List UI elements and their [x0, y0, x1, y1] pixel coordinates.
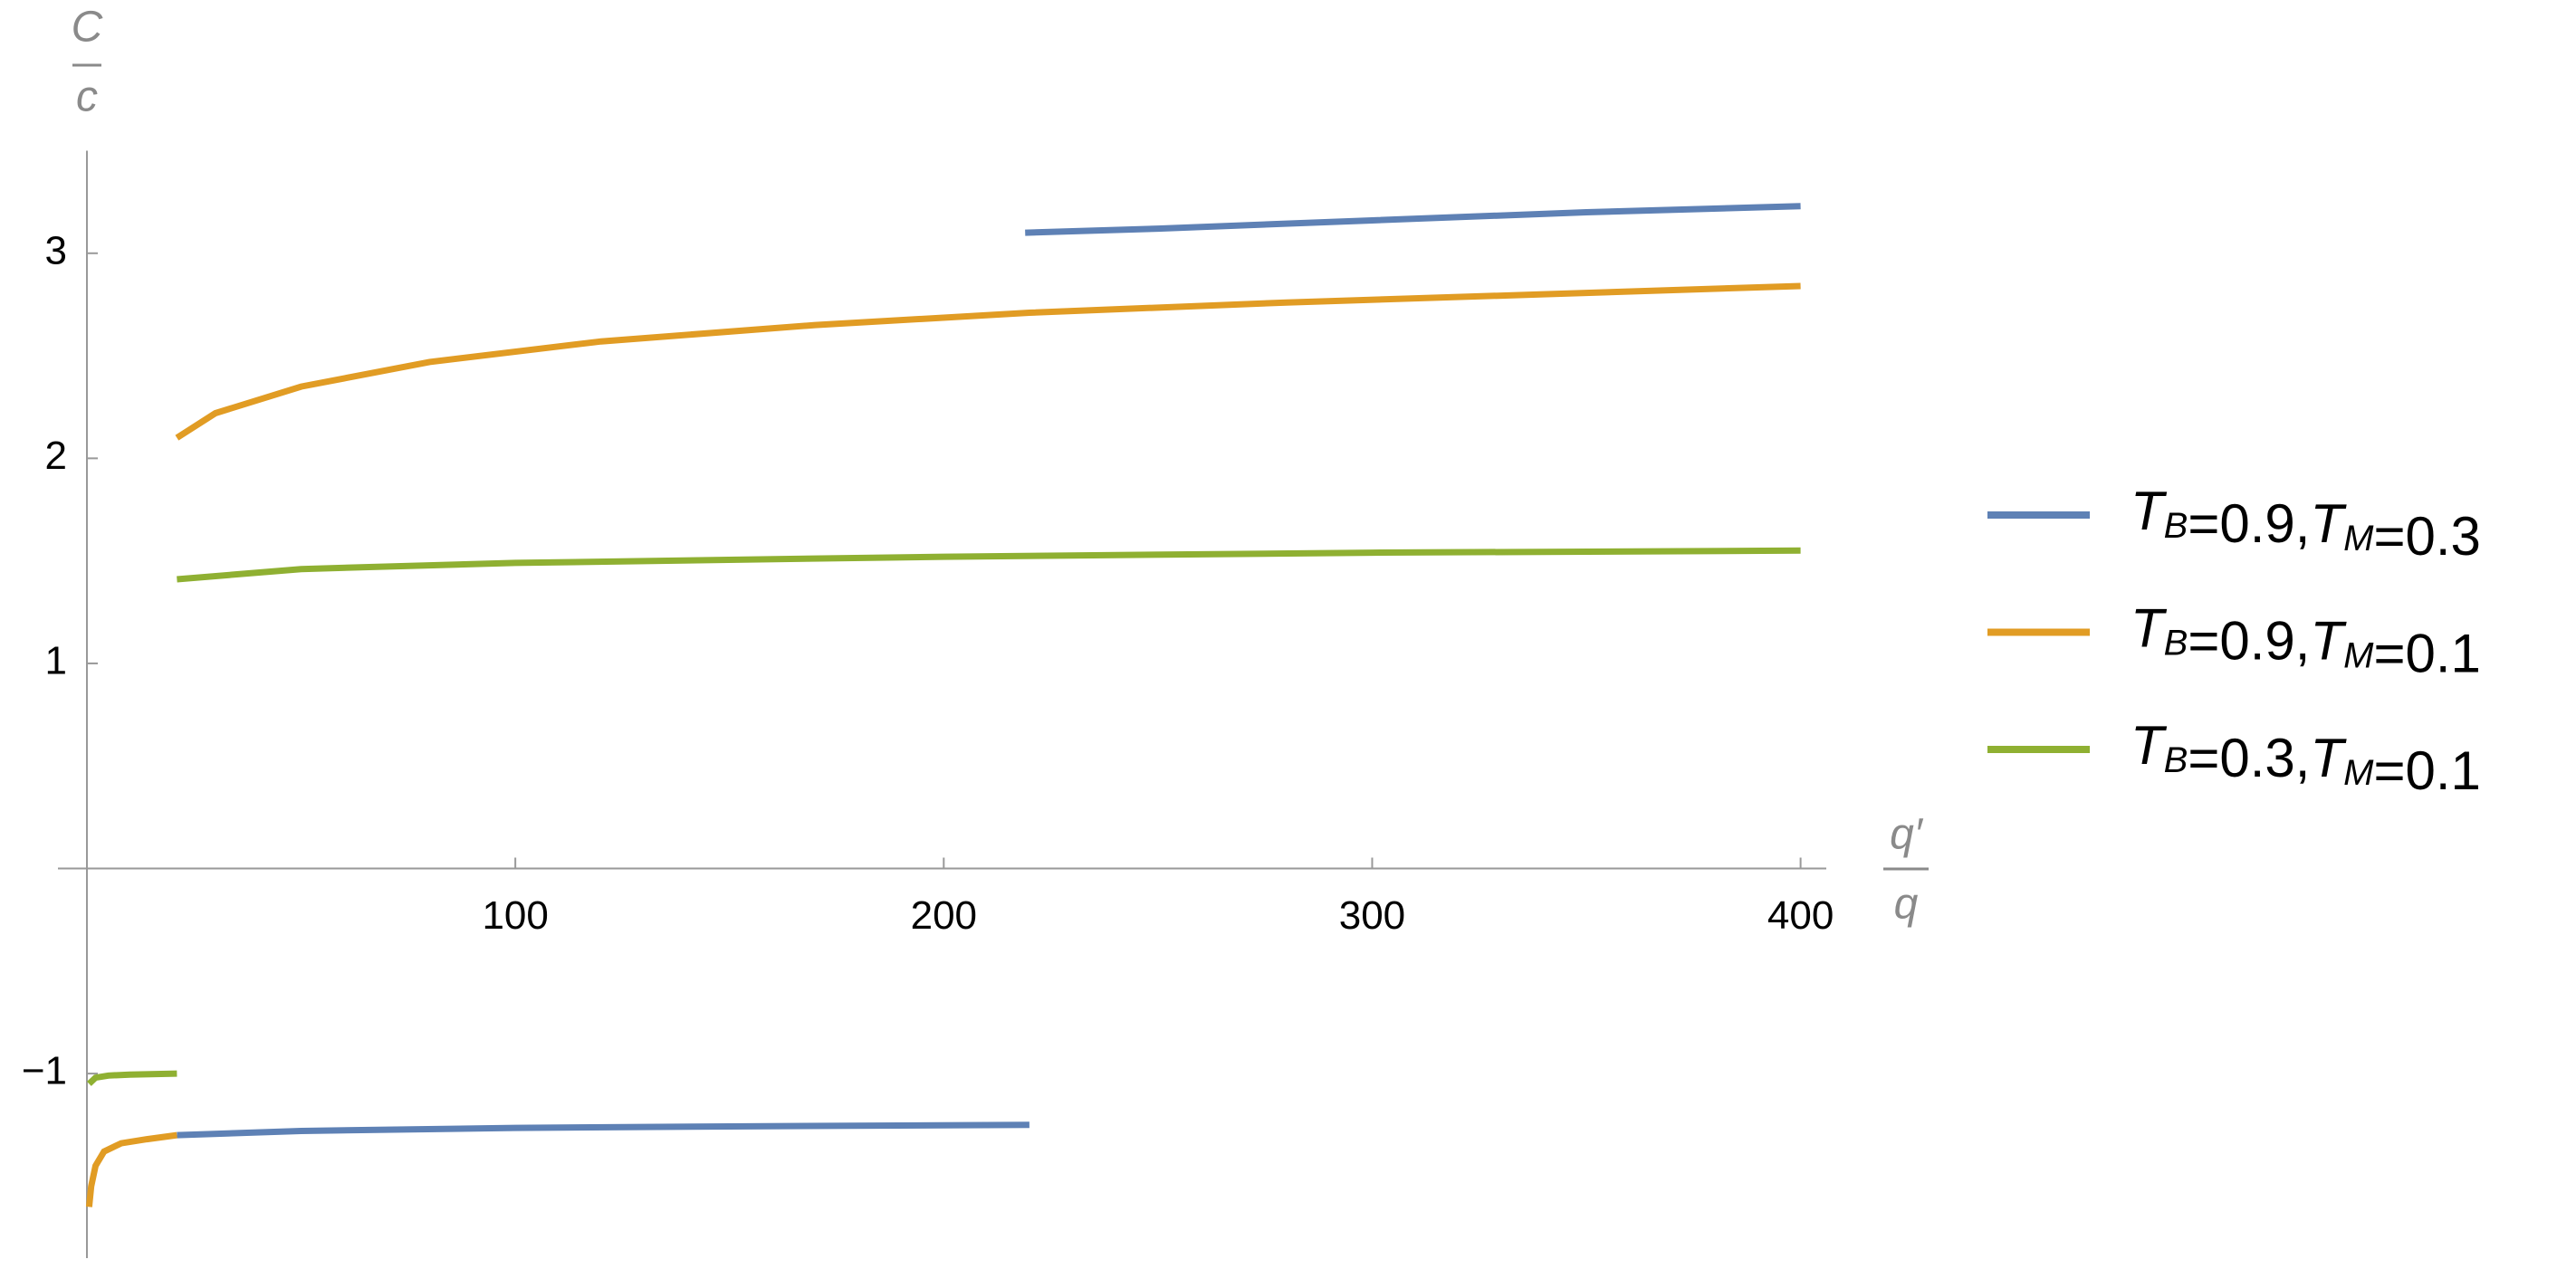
series-line — [86, 547, 1801, 1086]
legend-label: TB=0.9,TM=0.1 — [2131, 597, 2481, 683]
x-axis-label-denominator: q — [1894, 881, 1919, 929]
x-tick-label: 100 — [482, 893, 548, 938]
x-tick-label: 200 — [911, 893, 977, 938]
y-tick-label: 3 — [45, 228, 67, 272]
x-tick-label: 300 — [1339, 893, 1405, 938]
series-line — [177, 203, 1801, 1139]
series-line — [85, 282, 1801, 1207]
y-tick-label: 1 — [45, 639, 67, 683]
y-tick-label: 2 — [45, 434, 67, 478]
legend-label: TB=0.9,TM=0.3 — [2131, 481, 2481, 567]
y-tick-label: −1 — [22, 1049, 67, 1093]
y-axis-label-denominator: c — [76, 73, 98, 121]
x-tick-label: 400 — [1767, 893, 1834, 938]
y-axis-label-numerator: C — [72, 4, 103, 52]
legend-label: TB=0.3,TM=0.1 — [2131, 715, 2481, 801]
x-axis-label-numerator: q′ — [1890, 811, 1924, 859]
